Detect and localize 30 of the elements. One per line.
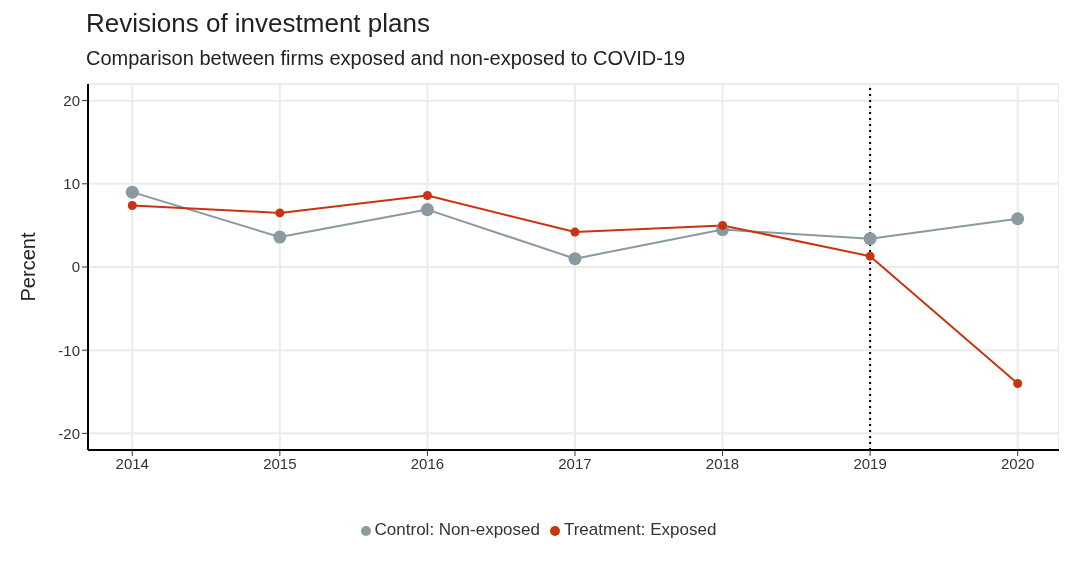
y-tick-label: -10	[58, 341, 80, 359]
y-tick-label: 0	[71, 258, 80, 276]
y-tick-label: 10	[63, 175, 80, 193]
point	[127, 200, 137, 210]
point	[125, 185, 139, 199]
x-tick-label: 2014	[115, 454, 149, 472]
point	[568, 252, 582, 266]
x-tick-label: 2015	[263, 454, 297, 472]
point	[420, 203, 434, 217]
point	[1013, 378, 1023, 388]
point	[570, 227, 580, 237]
x-tick-label: 2020	[1000, 454, 1035, 472]
point	[275, 208, 285, 218]
point	[863, 232, 877, 246]
legend-label: Treatment: Exposed	[563, 520, 717, 539]
legend-label: Control: Non-exposed	[374, 520, 540, 539]
point	[422, 190, 432, 200]
point	[865, 251, 875, 261]
y-axis-title: Percent	[17, 232, 40, 302]
point	[718, 220, 728, 230]
x-tick-label: 2018	[705, 454, 740, 472]
y-tick-label: -20	[58, 424, 80, 442]
point	[1011, 212, 1025, 226]
chart-subtitle: Comparison between firms exposed and non-exposed to COVID-19	[85, 47, 687, 70]
x-tick-label: 2017	[558, 454, 592, 472]
x-tick-label: 2016	[410, 454, 445, 472]
point	[273, 230, 287, 244]
y-tick-label: 20	[63, 91, 80, 109]
x-tick-label: 2019	[853, 454, 887, 472]
chart-title: Revisions of investment plans	[85, 8, 431, 39]
